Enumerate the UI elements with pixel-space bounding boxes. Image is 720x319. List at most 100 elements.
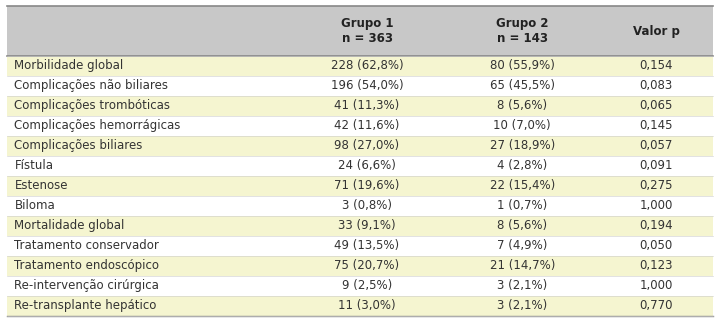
Bar xyxy=(289,216,445,236)
Bar xyxy=(7,96,289,116)
Bar xyxy=(445,56,600,76)
Text: 49 (13,5%): 49 (13,5%) xyxy=(335,239,400,252)
Bar xyxy=(600,156,713,176)
Bar xyxy=(600,136,713,156)
Bar xyxy=(289,256,445,276)
Text: 98 (27,0%): 98 (27,0%) xyxy=(335,139,400,152)
Bar xyxy=(445,156,600,176)
Text: Mortalidade global: Mortalidade global xyxy=(14,219,125,232)
Text: 11 (3,0%): 11 (3,0%) xyxy=(338,299,396,312)
Bar xyxy=(445,256,600,276)
Bar xyxy=(600,276,713,296)
Text: 42 (11,6%): 42 (11,6%) xyxy=(334,119,400,132)
Text: Grupo 1
n = 363: Grupo 1 n = 363 xyxy=(341,17,393,45)
Bar xyxy=(7,76,289,96)
Bar xyxy=(289,276,445,296)
Text: 24 (6,6%): 24 (6,6%) xyxy=(338,159,396,172)
Bar xyxy=(289,196,445,216)
Text: 3 (2,1%): 3 (2,1%) xyxy=(498,279,547,292)
Text: Biloma: Biloma xyxy=(14,199,55,212)
Bar xyxy=(289,96,445,116)
Bar xyxy=(600,296,713,316)
Text: Estenose: Estenose xyxy=(14,179,68,192)
Bar xyxy=(445,96,600,116)
Bar xyxy=(445,296,600,316)
Text: 1 (0,7%): 1 (0,7%) xyxy=(498,199,547,212)
Bar xyxy=(7,216,289,236)
Bar xyxy=(600,176,713,196)
Bar xyxy=(7,56,289,76)
Text: 71 (19,6%): 71 (19,6%) xyxy=(334,179,400,192)
Bar xyxy=(600,6,713,56)
Bar xyxy=(289,156,445,176)
Bar xyxy=(600,256,713,276)
Text: 21 (14,7%): 21 (14,7%) xyxy=(490,259,555,272)
Bar xyxy=(289,116,445,136)
Text: 80 (55,9%): 80 (55,9%) xyxy=(490,59,554,72)
Text: 33 (9,1%): 33 (9,1%) xyxy=(338,219,396,232)
Bar xyxy=(289,6,445,56)
Text: 0,275: 0,275 xyxy=(639,179,673,192)
Bar xyxy=(7,196,289,216)
Bar xyxy=(600,216,713,236)
Bar xyxy=(600,96,713,116)
Bar xyxy=(7,176,289,196)
Text: 9 (2,5%): 9 (2,5%) xyxy=(342,279,392,292)
Text: 75 (20,7%): 75 (20,7%) xyxy=(335,259,400,272)
Text: Morbilidade global: Morbilidade global xyxy=(14,59,124,72)
Text: Complicações não biliares: Complicações não biliares xyxy=(14,79,168,92)
Text: Tratamento conservador: Tratamento conservador xyxy=(14,239,159,252)
Text: 0,145: 0,145 xyxy=(639,119,673,132)
Text: 0,123: 0,123 xyxy=(639,259,673,272)
Text: Fístula: Fístula xyxy=(14,159,53,172)
Bar xyxy=(600,56,713,76)
Text: 3 (2,1%): 3 (2,1%) xyxy=(498,299,547,312)
Text: 27 (18,9%): 27 (18,9%) xyxy=(490,139,555,152)
Text: 0,057: 0,057 xyxy=(639,139,673,152)
Bar xyxy=(7,236,289,256)
Bar xyxy=(600,236,713,256)
Bar xyxy=(445,6,600,56)
Bar xyxy=(7,136,289,156)
Bar xyxy=(289,56,445,76)
Bar xyxy=(600,76,713,96)
Text: 0,050: 0,050 xyxy=(640,239,673,252)
Text: 1,000: 1,000 xyxy=(639,279,673,292)
Bar xyxy=(445,116,600,136)
Text: 0,083: 0,083 xyxy=(640,79,673,92)
Bar xyxy=(289,176,445,196)
Text: 22 (15,4%): 22 (15,4%) xyxy=(490,179,555,192)
Bar xyxy=(289,296,445,316)
Bar xyxy=(445,76,600,96)
Bar xyxy=(289,76,445,96)
Text: Valor p: Valor p xyxy=(633,25,680,38)
Text: 0,065: 0,065 xyxy=(639,99,673,112)
Text: Grupo 2
n = 143: Grupo 2 n = 143 xyxy=(496,17,549,45)
Text: 7 (4,9%): 7 (4,9%) xyxy=(497,239,547,252)
Text: 0,770: 0,770 xyxy=(639,299,673,312)
Text: Re-intervenção cirúrgica: Re-intervenção cirúrgica xyxy=(14,279,159,292)
Bar xyxy=(445,176,600,196)
Bar xyxy=(445,216,600,236)
Text: Complicações hemorrágicas: Complicações hemorrágicas xyxy=(14,119,181,132)
Bar xyxy=(289,236,445,256)
Text: Complicações trombóticas: Complicações trombóticas xyxy=(14,99,171,112)
Bar xyxy=(445,136,600,156)
Text: 3 (0,8%): 3 (0,8%) xyxy=(342,199,392,212)
Bar xyxy=(7,276,289,296)
Text: 0,154: 0,154 xyxy=(639,59,673,72)
Bar xyxy=(7,256,289,276)
Bar xyxy=(7,296,289,316)
Bar xyxy=(7,116,289,136)
Text: 41 (11,3%): 41 (11,3%) xyxy=(334,99,400,112)
Bar xyxy=(445,196,600,216)
Bar xyxy=(600,116,713,136)
Bar xyxy=(289,136,445,156)
Bar xyxy=(445,236,600,256)
Bar xyxy=(600,196,713,216)
Text: 8 (5,6%): 8 (5,6%) xyxy=(498,219,547,232)
Bar xyxy=(7,156,289,176)
Text: Complicações biliares: Complicações biliares xyxy=(14,139,143,152)
Bar xyxy=(445,276,600,296)
Text: 4 (2,8%): 4 (2,8%) xyxy=(498,159,547,172)
